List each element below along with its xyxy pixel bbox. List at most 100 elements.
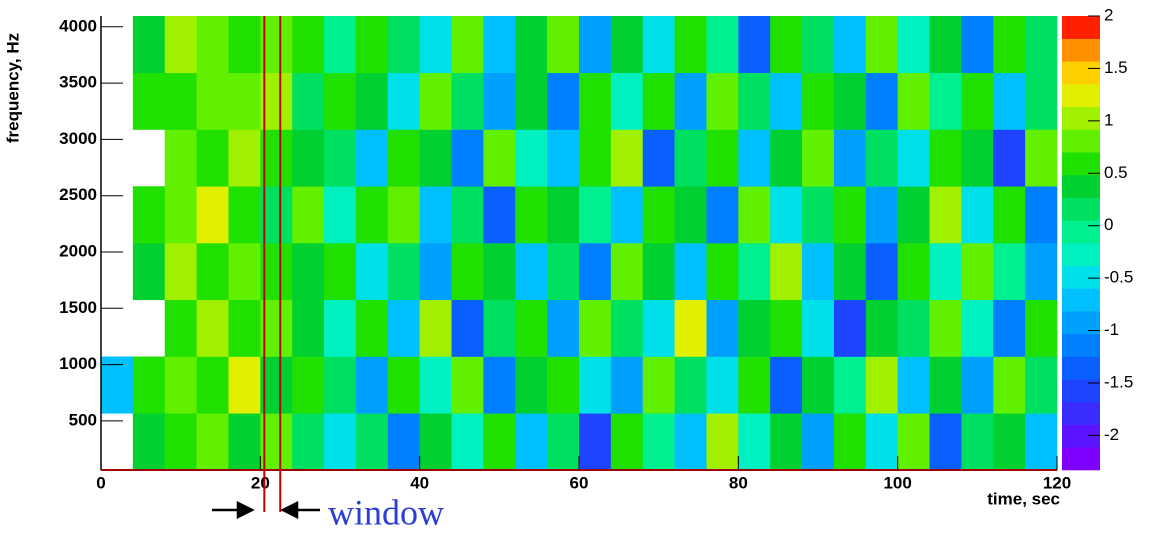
cell xyxy=(993,72,1026,130)
x-tick-label: 60 xyxy=(570,473,589,492)
cell xyxy=(961,356,994,414)
colorbar-band xyxy=(1062,106,1100,130)
cell xyxy=(770,413,803,471)
cell xyxy=(833,72,867,130)
cell xyxy=(483,356,516,414)
cell xyxy=(260,16,293,74)
cell xyxy=(515,186,548,244)
cell xyxy=(674,356,707,414)
cell xyxy=(833,356,867,414)
cell xyxy=(515,413,548,471)
colorbar-tick-label: -0.5 xyxy=(1104,268,1133,287)
y-tick-label: 3000 xyxy=(59,129,97,148)
cell xyxy=(292,72,325,130)
cell xyxy=(419,243,452,301)
cell xyxy=(260,129,293,187)
cell xyxy=(865,356,898,414)
cell xyxy=(324,243,357,301)
cell xyxy=(292,299,325,357)
cell xyxy=(419,72,452,130)
cell xyxy=(897,72,930,130)
cell xyxy=(228,356,261,414)
colorbar-tick-label: 2 xyxy=(1104,5,1113,24)
colorbar-band xyxy=(1062,356,1100,380)
cell xyxy=(865,16,898,74)
cell xyxy=(642,129,675,187)
cell xyxy=(419,186,452,244)
cell xyxy=(196,243,229,301)
cell xyxy=(961,186,994,244)
cell xyxy=(260,299,293,357)
cell xyxy=(897,299,930,357)
cell xyxy=(196,356,229,414)
colorbar-band xyxy=(1062,197,1100,221)
cell xyxy=(642,72,675,130)
cell xyxy=(355,413,389,471)
colorbar-band xyxy=(1062,129,1100,153)
cell xyxy=(355,243,389,301)
cell xyxy=(483,299,516,357)
y-tick-label: 1000 xyxy=(59,354,97,373)
cell xyxy=(802,129,835,187)
cell xyxy=(642,413,675,471)
cell xyxy=(833,129,867,187)
cell xyxy=(260,72,293,130)
cell xyxy=(515,356,548,414)
cell xyxy=(833,299,867,357)
cell xyxy=(865,72,898,130)
cell xyxy=(164,413,197,471)
cell xyxy=(833,413,867,471)
colorbar-tick-label: -1.5 xyxy=(1104,372,1133,391)
cell xyxy=(451,243,484,301)
arrow-right xyxy=(212,500,255,520)
cell xyxy=(897,186,930,244)
cell xyxy=(132,72,166,130)
cell xyxy=(802,72,835,130)
x-tick-label: 100 xyxy=(883,473,911,492)
cell xyxy=(419,16,452,74)
cell xyxy=(579,72,612,130)
x-tick-label: 120 xyxy=(1043,473,1071,492)
cell xyxy=(770,129,803,187)
cell xyxy=(164,299,197,357)
cell xyxy=(164,16,197,74)
cell xyxy=(547,413,580,471)
cell xyxy=(865,299,898,357)
cell xyxy=(674,413,707,471)
cell xyxy=(706,129,739,187)
cell xyxy=(1025,299,1058,357)
cell xyxy=(451,129,484,187)
cell xyxy=(387,356,420,414)
cell xyxy=(802,299,835,357)
cell xyxy=(547,356,580,414)
cell xyxy=(642,243,675,301)
colorbar-band xyxy=(1062,84,1100,108)
cell xyxy=(292,129,325,187)
y-tick-label: 3500 xyxy=(59,73,97,92)
cell xyxy=(993,16,1026,74)
cell xyxy=(674,299,707,357)
cell xyxy=(101,356,134,414)
cell xyxy=(547,243,580,301)
cell xyxy=(865,413,898,471)
cell xyxy=(833,186,867,244)
cell xyxy=(228,16,261,74)
cell xyxy=(738,299,771,357)
cell xyxy=(929,129,962,187)
cell xyxy=(515,129,548,187)
cell xyxy=(579,356,612,414)
cell xyxy=(324,413,357,471)
cell xyxy=(802,413,835,471)
cell xyxy=(324,186,357,244)
cell xyxy=(355,129,389,187)
cell xyxy=(515,72,548,130)
colorbar-band xyxy=(1062,152,1100,176)
cell xyxy=(196,16,229,74)
cell xyxy=(610,16,644,74)
cell xyxy=(483,186,516,244)
cell xyxy=(993,243,1026,301)
cell xyxy=(770,243,803,301)
cell xyxy=(833,16,867,74)
cell xyxy=(547,72,580,130)
cell xyxy=(993,356,1026,414)
